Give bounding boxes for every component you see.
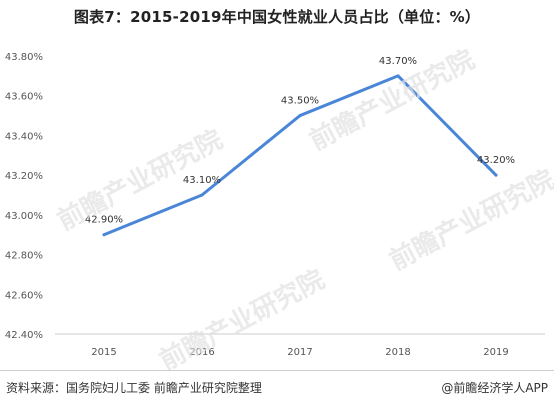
y-tick-label: 42.80% <box>5 251 43 262</box>
x-tick-label: 2018 <box>385 347 410 358</box>
y-tick-label: 43.20% <box>5 171 43 182</box>
x-tick-label: 2019 <box>483 347 508 358</box>
data-label: 43.70% <box>379 56 417 67</box>
chart-svg: 42.40% 42.60% 42.80% 43.00% 43.20% 43.40% 43.6… <box>5 52 545 358</box>
line-chart: 42.40% 42.60% 42.80% 43.00% 43.20% 43.40% 43.6… <box>0 34 554 364</box>
y-tick-label: 43.80% <box>5 52 43 63</box>
data-label: 43.20% <box>477 155 515 166</box>
chart-title: 图表7：2015-2019年中国女性就业人员占比（单位：%） <box>73 8 481 26</box>
x-tick-label: 2017 <box>287 347 312 358</box>
data-label: 43.50% <box>281 96 319 107</box>
data-point <box>298 114 302 118</box>
y-tick-label: 42.40% <box>5 330 43 341</box>
footer: 资料来源：国务院妇儿工委 前瞻产业研究院整理 @前瞻经济学人APP <box>0 370 554 404</box>
source-note: 资料来源：国务院妇儿工委 前瞻产业研究院整理 <box>6 381 262 395</box>
y-tick-label: 43.00% <box>5 211 43 222</box>
footer-divider <box>0 370 554 371</box>
data-point <box>494 173 498 177</box>
x-tick-label: 2016 <box>189 347 214 358</box>
data-label: 42.90% <box>85 215 123 226</box>
brand-credit: @前瞻经济学人APP <box>441 381 548 395</box>
x-tick-label: 2015 <box>91 347 116 358</box>
data-point <box>200 193 204 197</box>
y-tick-label: 43.60% <box>5 92 43 103</box>
data-point <box>102 233 106 237</box>
y-tick-label: 42.60% <box>5 290 43 301</box>
data-point <box>396 74 400 78</box>
y-tick-label: 43.40% <box>5 131 43 142</box>
data-label: 43.10% <box>183 175 221 186</box>
